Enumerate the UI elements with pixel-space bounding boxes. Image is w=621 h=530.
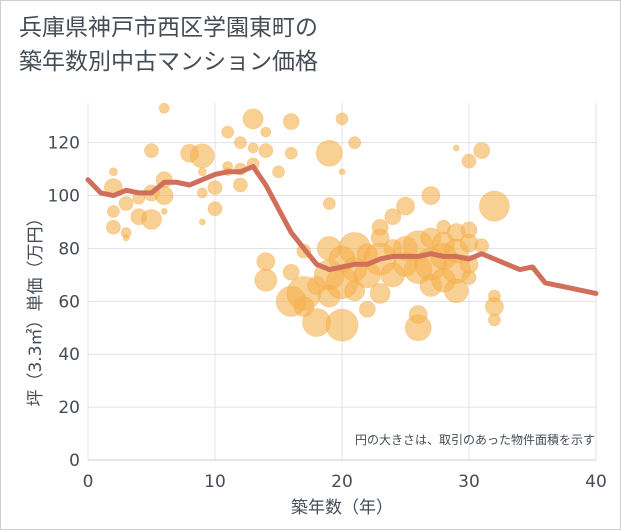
bubble-point — [272, 165, 285, 179]
bubble-point — [232, 177, 248, 193]
bubble-point — [344, 280, 366, 302]
bubble-point — [247, 142, 259, 154]
trend-line — [85, 164, 599, 296]
x-tick-labels: 0 10 20 30 40 — [83, 472, 607, 492]
bubble-point — [315, 139, 343, 167]
x-axis-label: 築年数（年） — [291, 498, 393, 518]
chart-title: 兵庫県神戸市西区学園東町の 築年数別中古マンション価格 — [19, 11, 318, 79]
bubble-point — [189, 143, 215, 169]
bubble-point — [122, 234, 130, 242]
x-tick-label: 30 — [458, 472, 480, 492]
bubble-point — [325, 308, 359, 342]
bubble-point — [242, 108, 264, 130]
bubble-point — [198, 218, 206, 226]
y-tick-labels: 0 20 40 60 80 100 120 — [48, 134, 80, 471]
bubble-point — [109, 167, 118, 177]
bubble-point — [118, 196, 134, 211]
y-tick-label: 0 — [69, 451, 80, 471]
bubble-point — [461, 153, 477, 169]
x-tick-label: 40 — [585, 472, 607, 492]
bubbles-layer — [104, 102, 510, 342]
bubble-point — [473, 142, 491, 160]
bubble-point — [404, 314, 432, 342]
bubble-point — [221, 125, 235, 139]
bubble-point — [335, 112, 349, 126]
bubble-point — [197, 167, 207, 177]
bubble-point — [144, 143, 159, 159]
y-tick-label: 20 — [58, 398, 80, 418]
bubble-point — [256, 252, 276, 272]
bubble-point — [421, 186, 441, 205]
bubble-point — [282, 113, 300, 130]
bubble-point — [484, 297, 504, 317]
chart-annotation: 円の大きさは、取引のあった物件面積を示す — [355, 432, 595, 447]
bubble-point — [487, 313, 501, 327]
bubble-point — [233, 136, 247, 150]
y-axis-label: 坪（3.3㎡）単価（万円） — [26, 209, 46, 406]
bubble-point — [107, 205, 120, 218]
bubble-point — [154, 186, 174, 205]
y-tick-label: 120 — [48, 134, 80, 154]
bubble-point — [452, 144, 460, 152]
bubble-point — [369, 282, 391, 304]
chart-title-line-1: 兵庫県神戸市西区学園東町の — [19, 15, 318, 41]
x-tick-label: 10 — [204, 472, 226, 492]
bubble-point — [396, 196, 415, 216]
y-tick-label: 60 — [58, 292, 80, 312]
x-tick-label: 20 — [331, 472, 353, 492]
bubble-point — [141, 208, 162, 230]
bubble-point — [258, 143, 274, 159]
bubble-point — [338, 168, 346, 176]
bubble-point — [196, 187, 208, 199]
y-tick-label: 40 — [58, 345, 80, 365]
bubble-point — [284, 146, 298, 160]
bubble-point — [106, 219, 121, 235]
trend-line-layer — [85, 164, 599, 296]
bubble-point — [207, 180, 223, 196]
bubble-point — [348, 136, 362, 150]
x-tick-label: 0 — [83, 472, 94, 492]
bubble-point — [158, 102, 170, 114]
bubble-point — [384, 208, 402, 226]
bubble-point — [207, 201, 223, 217]
bubble-point — [478, 190, 510, 222]
chart-title-line-2: 築年数別中古マンション価格 — [19, 49, 318, 75]
bubble-point — [160, 208, 168, 215]
bubble-point — [260, 126, 272, 138]
y-tick-label: 80 — [58, 239, 80, 259]
bubble-point — [358, 300, 376, 318]
bubble-point — [282, 263, 300, 281]
bubble-point — [254, 268, 278, 292]
bubble-point — [461, 270, 477, 285]
bubble-point — [322, 197, 336, 210]
y-tick-label: 100 — [48, 187, 80, 207]
bubble-point — [474, 238, 490, 254]
bubble-point — [443, 278, 469, 304]
